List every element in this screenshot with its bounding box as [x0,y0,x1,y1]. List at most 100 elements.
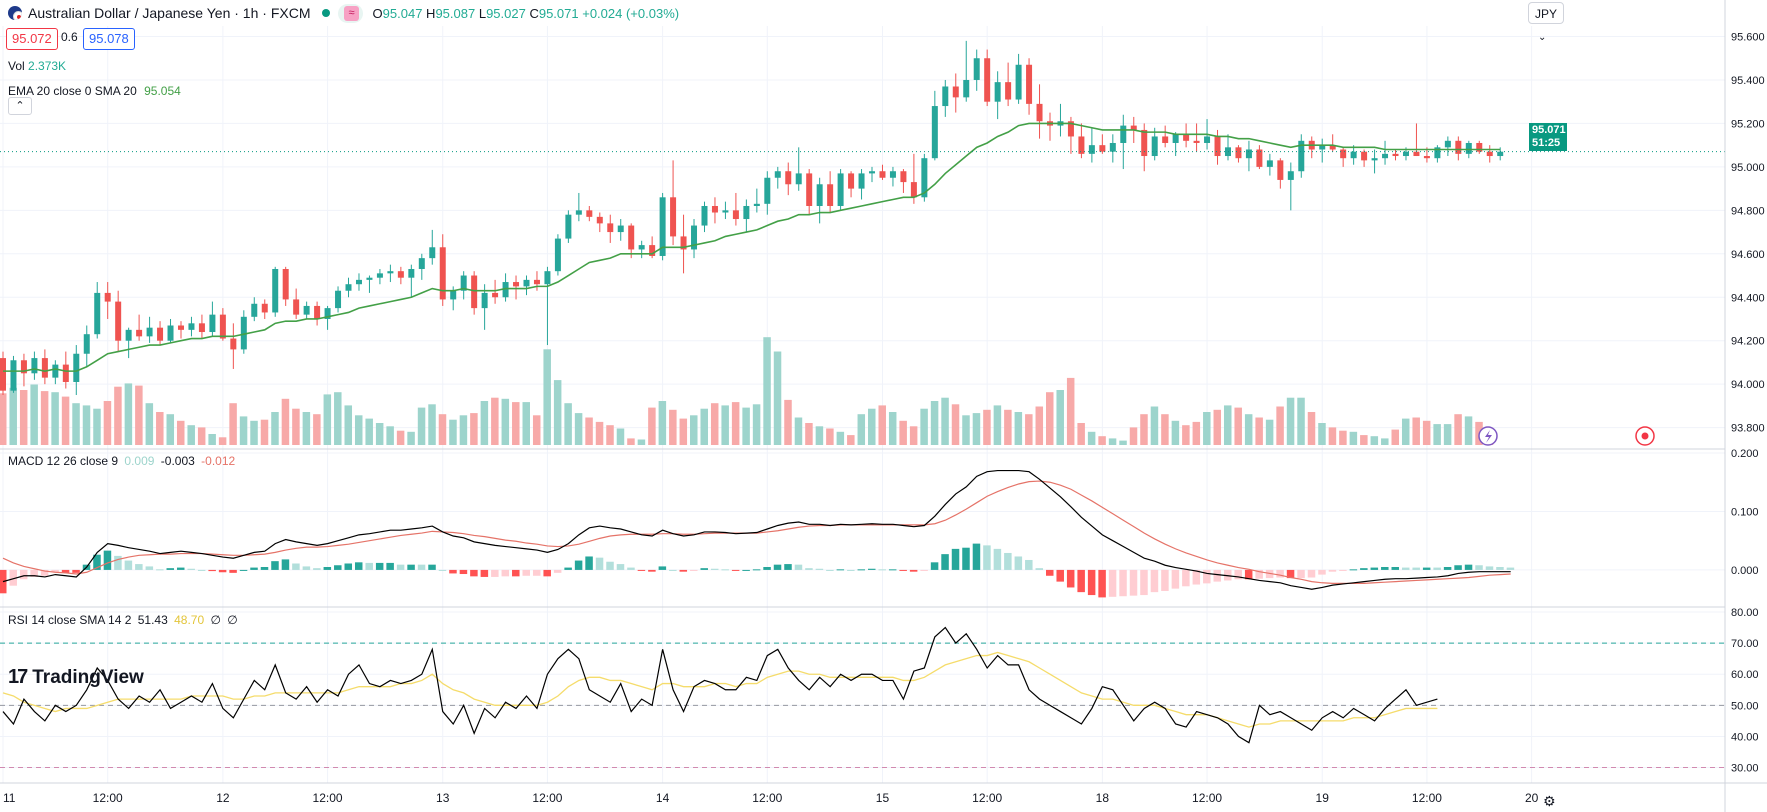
grid-lines [0,26,1725,783]
macd-legend[interactable]: MACD 12 26 close 9 0.009 -0.003 -0.012 [8,454,235,468]
ema-legend[interactable]: EMA 20 close 0 SMA 20 95.054 [8,84,181,98]
candle-body [921,158,928,198]
candlestick-series [0,40,1504,396]
volume-bar [1412,417,1420,445]
macd-histogram-bar [480,569,489,577]
volume-bar [176,420,185,445]
volume-bar [1119,440,1127,445]
macd-histogram-bar [826,569,834,571]
volume-bar [1286,397,1295,445]
volume-bar [313,414,321,445]
candle-body [293,299,300,315]
volume-bar [585,417,593,445]
macd-histogram-bar [40,569,49,576]
candle-body [1162,136,1169,143]
macd-histogram-bar [794,564,803,570]
currency-selector[interactable]: JPY ⌄ [1528,2,1564,43]
ohlc-values: O95.047 H95.087 L95.027 C95.071 +0.024 (… [373,6,680,21]
delayed-data-icon[interactable]: ≈ [344,5,359,21]
rsi-legend[interactable]: RSI 14 close SMA 14 2 51.43 48.70 ∅ ∅ [8,613,238,627]
candle-body [157,327,164,341]
candle-body [973,58,980,80]
time-tick-label: 13 [436,791,450,805]
candle-body [0,358,6,391]
macd-histogram-bar [302,566,311,570]
volume-bar [993,405,1002,445]
price-tick-label: 93.800 [1731,423,1765,435]
macd-signal-value: -0.012 [201,454,236,468]
volume-bar [480,401,489,445]
candle-body [1183,134,1190,141]
macd-histogram-bar [888,569,897,571]
low-label: L [478,5,487,21]
macd-histogram-bar [899,569,907,571]
candle-body [1371,158,1378,161]
macd-histogram-bar [417,564,426,570]
settings-gear-icon[interactable]: ⚙ [1543,793,1556,809]
macd-histogram-bar [176,567,185,570]
volume-bar [354,415,363,445]
volume-bar [1035,406,1044,445]
macd-histogram-bar [1056,569,1064,582]
candle-body [324,308,331,319]
symbol-title[interactable]: Australian Dollar / Japanese Yen · 1h · … [28,5,311,21]
candle-body [52,364,59,378]
time-tick-label: 15 [876,791,890,805]
volume-bar [1244,414,1253,445]
macd-histogram-bar [595,557,604,570]
macd-histogram-bar [1297,569,1305,579]
macd-histogram-bar [145,566,154,570]
candle-body [1224,147,1231,157]
volume-bar [40,391,49,445]
tradingview-logo[interactable]: 17 TradingView [8,666,144,689]
macd-histogram-bar [1046,569,1054,576]
volume-bar [1182,425,1190,445]
collapse-legend-button[interactable]: ⌃ [8,97,32,115]
candle-body [251,303,258,317]
macd-histogram-bar [941,554,949,570]
volume-legend[interactable]: Vol 2.373K [8,59,66,73]
candle-body [952,86,959,98]
macd-histogram-bar [627,567,635,570]
candle-body [471,275,478,309]
lightning-icon[interactable] [1478,426,1498,446]
volume-bar [553,380,562,445]
macd-histogram-bar [218,569,227,573]
volume-bar [1381,438,1389,445]
data-status[interactable]: ≈ [338,3,363,23]
volume-bar [19,390,28,445]
candle-body [1214,136,1221,157]
candle-body [994,82,1001,102]
volume-bar [1454,414,1462,445]
volume-bar [260,419,269,445]
time-tick-label: 12:00 [752,791,782,805]
volume-bar [1004,409,1012,445]
volume-bar [156,412,164,445]
sell-button[interactable]: 95.072 [6,28,58,50]
macd-histogram-bar [1171,569,1180,589]
candle-body [1172,134,1179,143]
volume-bar [826,428,834,445]
buy-button[interactable]: 95.078 [83,28,135,50]
candle-body [565,214,572,239]
macd-histogram-bar [1454,565,1462,570]
candle-body [523,279,530,287]
record-icon[interactable] [1635,426,1655,446]
volume-bar [1056,390,1064,445]
macd-histogram-bar [1349,569,1358,571]
ema-line-group [0,122,1725,372]
candle-body [1078,136,1085,154]
volume-bar [616,428,625,445]
candle-body [104,292,111,302]
macd-histogram-bar [1391,567,1400,570]
candle-body [586,210,593,217]
macd-histogram-bar [386,562,394,570]
macd-histogram-bar [658,566,667,570]
candle-body [858,173,865,189]
macd-histogram-bar [1475,565,1483,570]
candle-body [575,210,582,215]
macd-histogram-bar [187,568,195,570]
volume-bar [522,402,530,445]
candle-body [806,173,813,206]
